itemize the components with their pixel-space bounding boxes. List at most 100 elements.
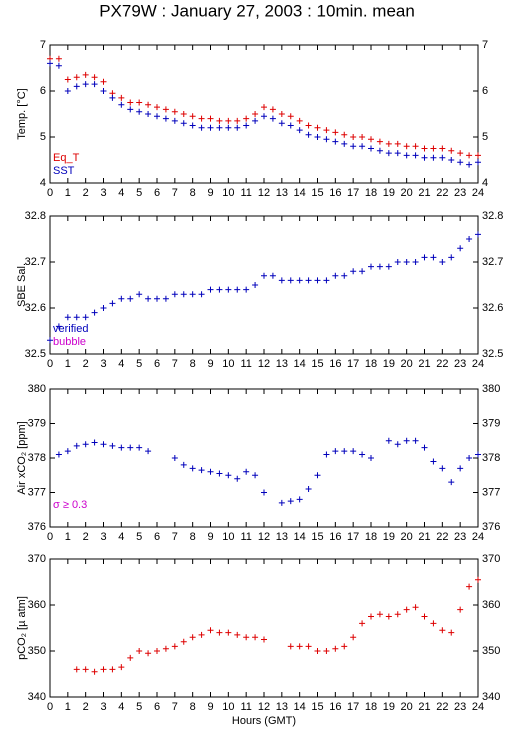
data-point xyxy=(296,643,303,650)
x-tick-label: 18 xyxy=(365,358,377,370)
y-tick-label: 376 xyxy=(28,521,46,533)
data-point xyxy=(198,115,205,122)
data-point xyxy=(73,442,80,449)
data-point xyxy=(278,120,285,127)
data-point xyxy=(412,259,419,265)
data-point xyxy=(154,104,160,111)
data-point xyxy=(332,129,339,136)
x-tick-label: 15 xyxy=(311,187,323,199)
data-point xyxy=(252,117,259,124)
data-point xyxy=(430,154,437,161)
x-tick-label: 24 xyxy=(472,531,484,543)
data-point xyxy=(305,643,312,650)
data-point xyxy=(376,147,383,154)
data-point xyxy=(171,455,178,461)
data-point xyxy=(180,111,187,117)
data-point xyxy=(91,309,98,316)
data-point xyxy=(296,277,303,284)
data-point xyxy=(296,496,303,503)
data-point xyxy=(198,124,205,131)
data-point xyxy=(207,627,214,634)
data-point xyxy=(216,629,223,636)
x-tick-label: 11 xyxy=(240,187,251,199)
y-axis-label: Air xCO₂ [ppm] xyxy=(16,421,28,494)
data-point xyxy=(145,650,152,657)
data-point xyxy=(269,272,276,279)
data-point xyxy=(439,259,446,265)
data-point xyxy=(278,499,285,506)
data-point xyxy=(421,444,428,451)
data-point xyxy=(448,254,455,261)
data-point xyxy=(216,286,223,293)
x-tick-label: 0 xyxy=(47,358,53,370)
data-point xyxy=(341,272,348,279)
data-point xyxy=(278,111,285,117)
data-point xyxy=(91,81,98,88)
x-tick-label: 2 xyxy=(83,187,89,199)
x-tick-label: 21 xyxy=(418,187,430,199)
data-point xyxy=(145,101,152,108)
y-tick-label: 379 xyxy=(482,417,500,429)
y-tick-label: 7 xyxy=(40,39,46,51)
data-point xyxy=(314,648,321,654)
data-point xyxy=(403,606,410,613)
x-tick-label: 14 xyxy=(294,187,306,199)
x-tick-label: 13 xyxy=(276,187,288,199)
y-tick-label: 32.7 xyxy=(25,256,46,268)
data-point xyxy=(261,113,267,120)
data-point xyxy=(359,268,366,275)
y-tick-label: 6 xyxy=(482,85,488,97)
data-point xyxy=(350,268,357,275)
data-point xyxy=(261,636,267,643)
x-tick-label: 16 xyxy=(329,531,341,543)
data-point xyxy=(394,150,401,157)
data-point xyxy=(64,448,71,455)
data-point xyxy=(475,159,481,166)
data-point xyxy=(64,76,71,83)
y-tick-label: 32.8 xyxy=(25,210,46,222)
y-axis-label: pCO₂ [µ atm] xyxy=(16,596,28,660)
data-point xyxy=(466,152,473,159)
x-tick-label: 18 xyxy=(365,531,377,543)
x-tick-label: 22 xyxy=(436,531,448,543)
data-point xyxy=(430,620,437,627)
data-point xyxy=(394,441,401,448)
data-point xyxy=(55,62,62,69)
data-point xyxy=(403,143,410,150)
x-tick-label: 12 xyxy=(258,701,270,713)
x-tick-label: 9 xyxy=(207,187,213,199)
data-point xyxy=(234,475,241,482)
y-tick-label: 350 xyxy=(28,645,46,657)
data-point xyxy=(350,634,357,641)
data-point xyxy=(287,277,294,284)
data-point xyxy=(394,259,401,265)
data-point xyxy=(439,465,446,472)
data-point xyxy=(314,134,321,140)
x-tick-label: 1 xyxy=(65,701,71,713)
data-point xyxy=(64,88,71,94)
data-point xyxy=(171,117,178,124)
data-point xyxy=(189,465,196,472)
plot-frame xyxy=(49,558,479,698)
x-tick-label: 16 xyxy=(329,187,341,199)
data-point xyxy=(127,106,134,113)
data-point xyxy=(412,143,419,150)
x-tick-label: 4 xyxy=(118,701,124,713)
x-tick-label: 12 xyxy=(258,358,270,370)
data-point xyxy=(439,627,446,634)
x-tick-label: 3 xyxy=(100,531,106,543)
data-point xyxy=(225,117,232,124)
data-point xyxy=(189,634,196,641)
x-tick-label: 9 xyxy=(207,701,213,713)
y-tick-label: 4 xyxy=(40,177,46,189)
x-tick-label: 0 xyxy=(47,187,53,199)
x-tick-label: 15 xyxy=(311,701,323,713)
data-point xyxy=(287,113,294,120)
y-tick-label: 380 xyxy=(482,383,500,395)
data-point xyxy=(216,124,223,131)
y-tick-label: 7 xyxy=(482,39,488,51)
data-point xyxy=(82,666,89,673)
x-tick-label: 23 xyxy=(454,701,466,713)
data-point xyxy=(466,236,473,242)
x-tick-label: 19 xyxy=(383,358,395,370)
